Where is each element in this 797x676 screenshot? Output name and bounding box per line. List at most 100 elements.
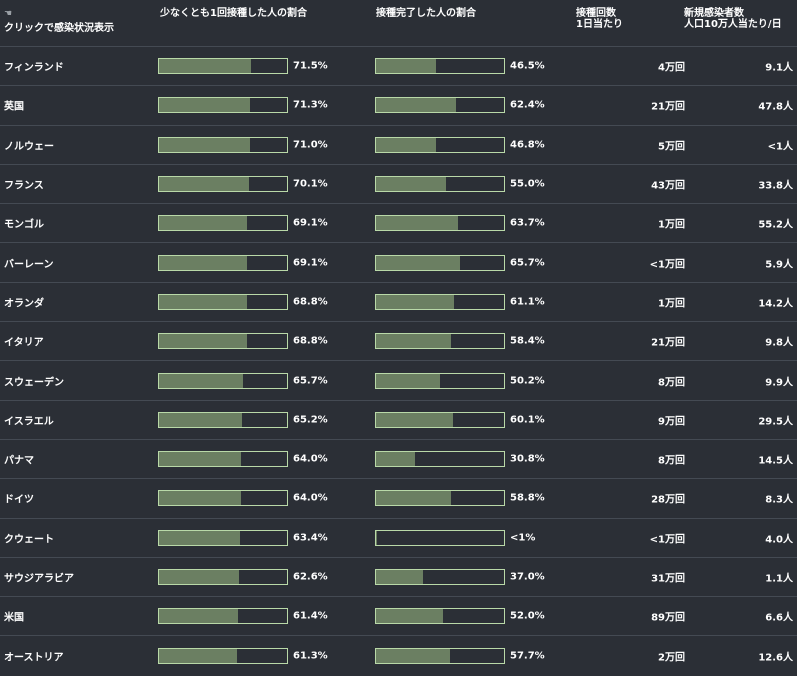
header-new-cases[interactable]: 新規感染者数 人口10万人当たり/日 (684, 8, 782, 30)
country-name[interactable]: ノルウェー (4, 141, 54, 153)
fully-vaccinated-value: 37.0% (510, 571, 545, 583)
at-least-one-dose-value: 64.0% (293, 492, 328, 504)
country-name[interactable]: ドイツ (4, 494, 34, 506)
table-row[interactable]: フィンランド 71.5% 46.5% 4万回 9.1人 (0, 46, 797, 85)
at-least-one-dose-value: 65.7% (293, 375, 328, 387)
country-name[interactable]: オランダ (4, 298, 44, 310)
table-header: ☚ クリックで感染状況表示 少なくとも1回接種した人の割合 接種完了した人の割合… (0, 0, 797, 46)
at-least-one-dose-bar-fill (159, 648, 238, 663)
fully-vaccinated-value: 63.7% (510, 217, 545, 229)
daily-doses-value: 1万回 (658, 298, 685, 310)
table-row[interactable]: オランダ 68.8% 61.1% 1万回 14.2人 (0, 281, 797, 321)
table-row[interactable]: サウジアラビア 62.6% 37.0% 31万回 1.1人 (0, 556, 797, 596)
table-row[interactable]: 英国 71.3% 62.4% 21万回 47.8人 (0, 85, 797, 124)
fully-vaccinated-value: 60.1% (510, 414, 545, 426)
at-least-one-dose-bar-fill (159, 216, 248, 231)
country-name[interactable]: バーレーン (4, 259, 54, 271)
table-row[interactable]: ドイツ 64.0% 58.8% 28万回 8.3人 (0, 478, 797, 517)
table-row[interactable]: モンゴル 69.1% 63.7% 1万回 55.2人 (0, 203, 797, 242)
at-least-one-dose-value: 63.4% (293, 532, 328, 544)
table-row[interactable]: スウェーデン 65.7% 50.2% 8万回 9.9人 (0, 360, 797, 399)
table-row[interactable]: バーレーン 69.1% 65.7% <1万回 5.9人 (0, 242, 797, 281)
daily-doses-value: 5万回 (658, 141, 685, 153)
at-least-one-dose-value: 62.6% (293, 571, 328, 583)
table-row[interactable]: 米国 61.4% 52.0% 89万回 6.6人 (0, 596, 797, 635)
at-least-one-dose-value: 64.0% (293, 453, 328, 465)
new-cases-value: 9.8人 (765, 337, 793, 349)
header-at-least-one-dose[interactable]: 少なくとも1回接種した人の割合 (160, 8, 307, 19)
country-name[interactable]: オーストリア (4, 652, 64, 664)
new-cases-value: 1.1人 (765, 573, 793, 585)
fully-vaccinated-bar-fill (376, 59, 436, 74)
country-name[interactable]: 英国 (4, 101, 24, 113)
fully-vaccinated-bar (375, 58, 505, 75)
fully-vaccinated-bar-fill (376, 177, 447, 192)
fully-vaccinated-bar (375, 608, 505, 625)
country-name[interactable]: イタリア (4, 337, 44, 349)
table-row[interactable]: イタリア 68.8% 58.4% 21万回 9.8人 (0, 321, 797, 360)
at-least-one-dose-bar-fill (159, 59, 251, 74)
daily-doses-value: 2万回 (658, 652, 685, 664)
at-least-one-dose-bar-fill (159, 609, 238, 624)
at-least-one-dose-value: 71.5% (293, 60, 328, 72)
new-cases-value: 9.1人 (765, 62, 793, 74)
country-name[interactable]: サウジアラビア (4, 573, 74, 585)
table-row[interactable]: パナマ 64.0% 30.8% 8万回 14.5人 (0, 438, 797, 478)
fully-vaccinated-bar (375, 176, 505, 193)
table-row[interactable]: イスラエル 65.2% 60.1% 9万回 29.5人 (0, 399, 797, 439)
fully-vaccinated-value: <1% (510, 532, 536, 544)
at-least-one-dose-bar (158, 215, 288, 232)
country-name[interactable]: 米国 (4, 612, 24, 624)
at-least-one-dose-bar-fill (159, 177, 249, 192)
new-cases-value: 14.2人 (758, 298, 793, 310)
fully-vaccinated-value: 58.8% (510, 492, 545, 504)
fully-vaccinated-bar (375, 411, 505, 428)
at-least-one-dose-bar (158, 529, 288, 546)
at-least-one-dose-bar-fill (159, 373, 244, 388)
at-least-one-dose-bar (158, 97, 288, 114)
fully-vaccinated-bar (375, 215, 505, 232)
daily-doses-value: 8万回 (658, 455, 685, 467)
fully-vaccinated-bar-fill (376, 216, 458, 231)
country-name[interactable]: スウェーデン (4, 377, 64, 389)
daily-doses-value: 21万回 (651, 337, 685, 349)
table-row[interactable]: オーストリア 61.3% 57.7% 2万回 12.6人 (0, 635, 797, 674)
at-least-one-dose-bar (158, 254, 288, 271)
table-row[interactable]: クウェート 63.4% <1% <1万回 4.0人 (0, 517, 797, 557)
fully-vaccinated-value: 50.2% (510, 375, 545, 387)
header-new-cases-line2: 人口10万人当たり/日 (684, 19, 782, 30)
daily-doses-value: 31万回 (651, 573, 685, 585)
country-name[interactable]: モンゴル (4, 219, 44, 231)
country-name[interactable]: フランス (4, 180, 44, 192)
at-least-one-dose-bar-fill (159, 294, 248, 309)
header-fully-vaccinated[interactable]: 接種完了した人の割合 (376, 8, 476, 19)
at-least-one-dose-bar-fill (159, 255, 248, 270)
pointer-icon: ☚ (4, 9, 13, 19)
fully-vaccinated-bar (375, 136, 505, 153)
at-least-one-dose-bar-fill (159, 452, 241, 467)
header-daily-doses[interactable]: 接種回数 1日当たり (576, 8, 623, 30)
country-name[interactable]: クウェート (4, 534, 54, 546)
at-least-one-dose-bar (158, 293, 288, 310)
table-row[interactable]: フランス 70.1% 55.0% 43万回 33.8人 (0, 163, 797, 203)
new-cases-value: 12.6人 (758, 652, 793, 664)
country-name[interactable]: パナマ (4, 455, 34, 467)
daily-doses-value: 1万回 (658, 219, 685, 231)
at-least-one-dose-bar-fill (159, 570, 240, 584)
fully-vaccinated-bar (375, 647, 505, 664)
fully-vaccinated-bar-fill (376, 255, 461, 270)
daily-doses-value: <1万回 (649, 534, 685, 546)
at-least-one-dose-bar (158, 176, 288, 193)
daily-doses-value: 9万回 (658, 416, 685, 428)
table-row[interactable]: ノルウェー 71.0% 46.8% 5万回 <1人 (0, 124, 797, 164)
at-least-one-dose-bar (158, 58, 288, 75)
country-name[interactable]: イスラエル (4, 416, 54, 428)
fully-vaccinated-bar-fill (376, 570, 424, 584)
fully-vaccinated-value: 61.1% (510, 296, 545, 308)
fully-vaccinated-bar-fill (376, 412, 453, 427)
country-name[interactable]: フィンランド (4, 62, 64, 74)
at-least-one-dose-value: 70.1% (293, 178, 328, 190)
header-daily-doses-line1: 接種回数 (576, 8, 616, 19)
at-least-one-dose-bar (158, 490, 288, 507)
new-cases-value: 4.0人 (765, 534, 793, 546)
